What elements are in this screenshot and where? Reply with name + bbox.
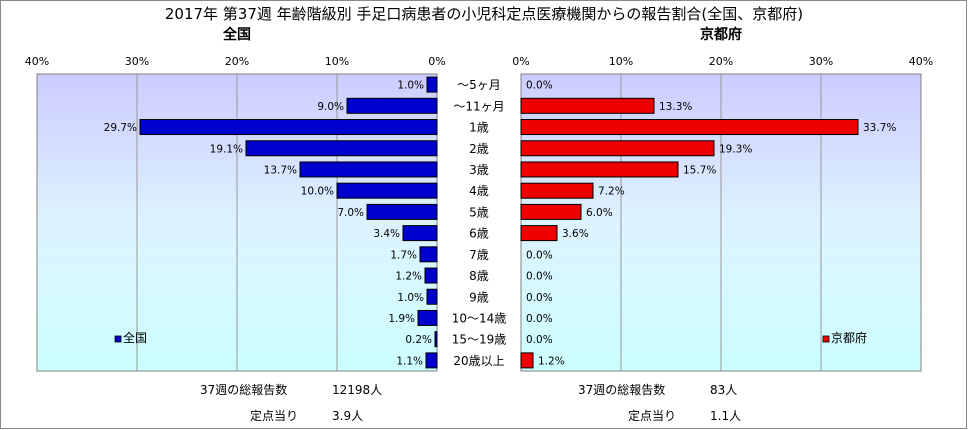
left-bar xyxy=(424,267,438,284)
right-bar xyxy=(520,161,679,178)
left-value-label: 1.1% xyxy=(396,355,423,367)
left-bar xyxy=(402,225,438,242)
right-bar xyxy=(520,182,594,199)
right-tick-label: 40% xyxy=(909,55,933,68)
right-value-label: 15.7% xyxy=(683,164,716,176)
left-bar xyxy=(426,288,438,305)
right-reports-label: 37週の総報告数 xyxy=(578,382,665,397)
left-reports-value: 12198人 xyxy=(332,383,382,397)
left-tick-label: 20% xyxy=(225,55,249,68)
category-label: 2歳 xyxy=(469,142,489,156)
right-legend-swatch xyxy=(822,335,830,343)
left-value-label: 0.2% xyxy=(405,334,432,346)
right-panel-heading: 京都府 xyxy=(700,26,742,43)
left-bar xyxy=(425,352,438,369)
right-value-label: 19.3% xyxy=(719,143,752,155)
right-tick-label: 20% xyxy=(709,55,733,68)
category-label: 10～14歳 xyxy=(452,311,507,325)
right-value-label: 33.7% xyxy=(863,122,896,134)
left-value-label: 1.0% xyxy=(397,80,424,92)
right-bar xyxy=(520,225,558,242)
left-per-label: 定点当り xyxy=(250,408,298,423)
right-reports-value: 83人 xyxy=(710,383,737,397)
right-value-label: 0.0% xyxy=(526,271,553,283)
right-tick-label: 10% xyxy=(609,55,633,68)
left-value-label: 7.0% xyxy=(337,207,364,219)
category-label: 4歳 xyxy=(469,184,489,198)
right-legend-label: 京都府 xyxy=(831,330,867,345)
left-bar xyxy=(417,309,438,326)
category-label: ～11ヶ月 xyxy=(453,99,504,113)
right-bar xyxy=(520,352,534,369)
category-label: 7歳 xyxy=(469,248,489,262)
left-bar xyxy=(426,76,438,93)
category-label: 6歳 xyxy=(469,227,489,241)
left-bar xyxy=(245,140,438,157)
left-value-label: 3.4% xyxy=(373,228,400,240)
right-value-label: 13.3% xyxy=(659,101,692,113)
right-per-label: 定点当り xyxy=(628,408,676,423)
category-label: 1歳 xyxy=(469,121,489,135)
right-bar xyxy=(520,203,582,220)
left-value-label: 10.0% xyxy=(301,186,334,198)
left-value-label: 19.1% xyxy=(210,143,243,155)
right-bar xyxy=(520,97,655,114)
category-label: 3歳 xyxy=(469,163,489,177)
right-bar xyxy=(520,140,715,157)
left-bar xyxy=(366,203,438,220)
right-tick-label: 0% xyxy=(512,55,529,68)
right-value-label: 0.0% xyxy=(526,313,553,325)
left-value-label: 9.0% xyxy=(317,101,344,113)
left-bar xyxy=(434,331,438,348)
left-tick-label: 0% xyxy=(428,55,445,68)
right-value-label: 1.2% xyxy=(538,355,565,367)
left-value-label: 29.7% xyxy=(104,122,137,134)
category-label: 9歳 xyxy=(469,290,489,304)
category-label: 5歳 xyxy=(469,205,489,219)
left-value-label: 1.0% xyxy=(397,292,424,304)
left-bar xyxy=(299,161,438,178)
left-value-label: 1.7% xyxy=(390,249,417,261)
right-per-value: 1.1人 xyxy=(710,409,741,423)
right-tick-label: 30% xyxy=(809,55,833,68)
right-bar xyxy=(520,119,859,136)
right-value-label: 0.0% xyxy=(526,249,553,261)
left-legend-label: 全国 xyxy=(123,330,147,345)
left-value-label: 13.7% xyxy=(264,164,297,176)
right-value-label: 0.0% xyxy=(526,292,553,304)
category-label: 15～19歳 xyxy=(452,333,507,347)
left-value-label: 1.9% xyxy=(388,313,415,325)
left-legend-swatch xyxy=(114,335,122,343)
left-tick-label: 40% xyxy=(25,55,49,68)
left-per-value: 3.9人 xyxy=(332,409,363,423)
right-value-label: 6.0% xyxy=(586,207,613,219)
left-bar xyxy=(346,97,438,114)
left-bar xyxy=(419,246,438,263)
left-reports-label: 37週の総報告数 xyxy=(200,382,287,397)
right-value-label: 3.6% xyxy=(562,228,589,240)
chart-title: 2017年 第37週 年齢階級別 手足口病患者の小児科定点医療機関からの報告割合… xyxy=(165,5,803,23)
left-tick-label: 30% xyxy=(125,55,149,68)
category-label: ～5ヶ月 xyxy=(457,78,501,92)
right-value-label: 7.2% xyxy=(598,186,625,198)
left-tick-label: 10% xyxy=(325,55,349,68)
category-label: 8歳 xyxy=(469,269,489,283)
right-value-label: 0.0% xyxy=(526,80,553,92)
left-value-label: 1.2% xyxy=(395,271,422,283)
right-value-label: 0.0% xyxy=(526,334,553,346)
category-label: 20歳以上 xyxy=(453,354,504,368)
left-panel-heading: 全国 xyxy=(222,26,251,43)
left-bar xyxy=(336,182,438,199)
left-bar xyxy=(139,119,438,136)
plot-group: 40% 30% 20% 10% 0% 全国 1.0% 9.0% 29.7% 19.1% 13.7% 1… xyxy=(25,26,933,423)
